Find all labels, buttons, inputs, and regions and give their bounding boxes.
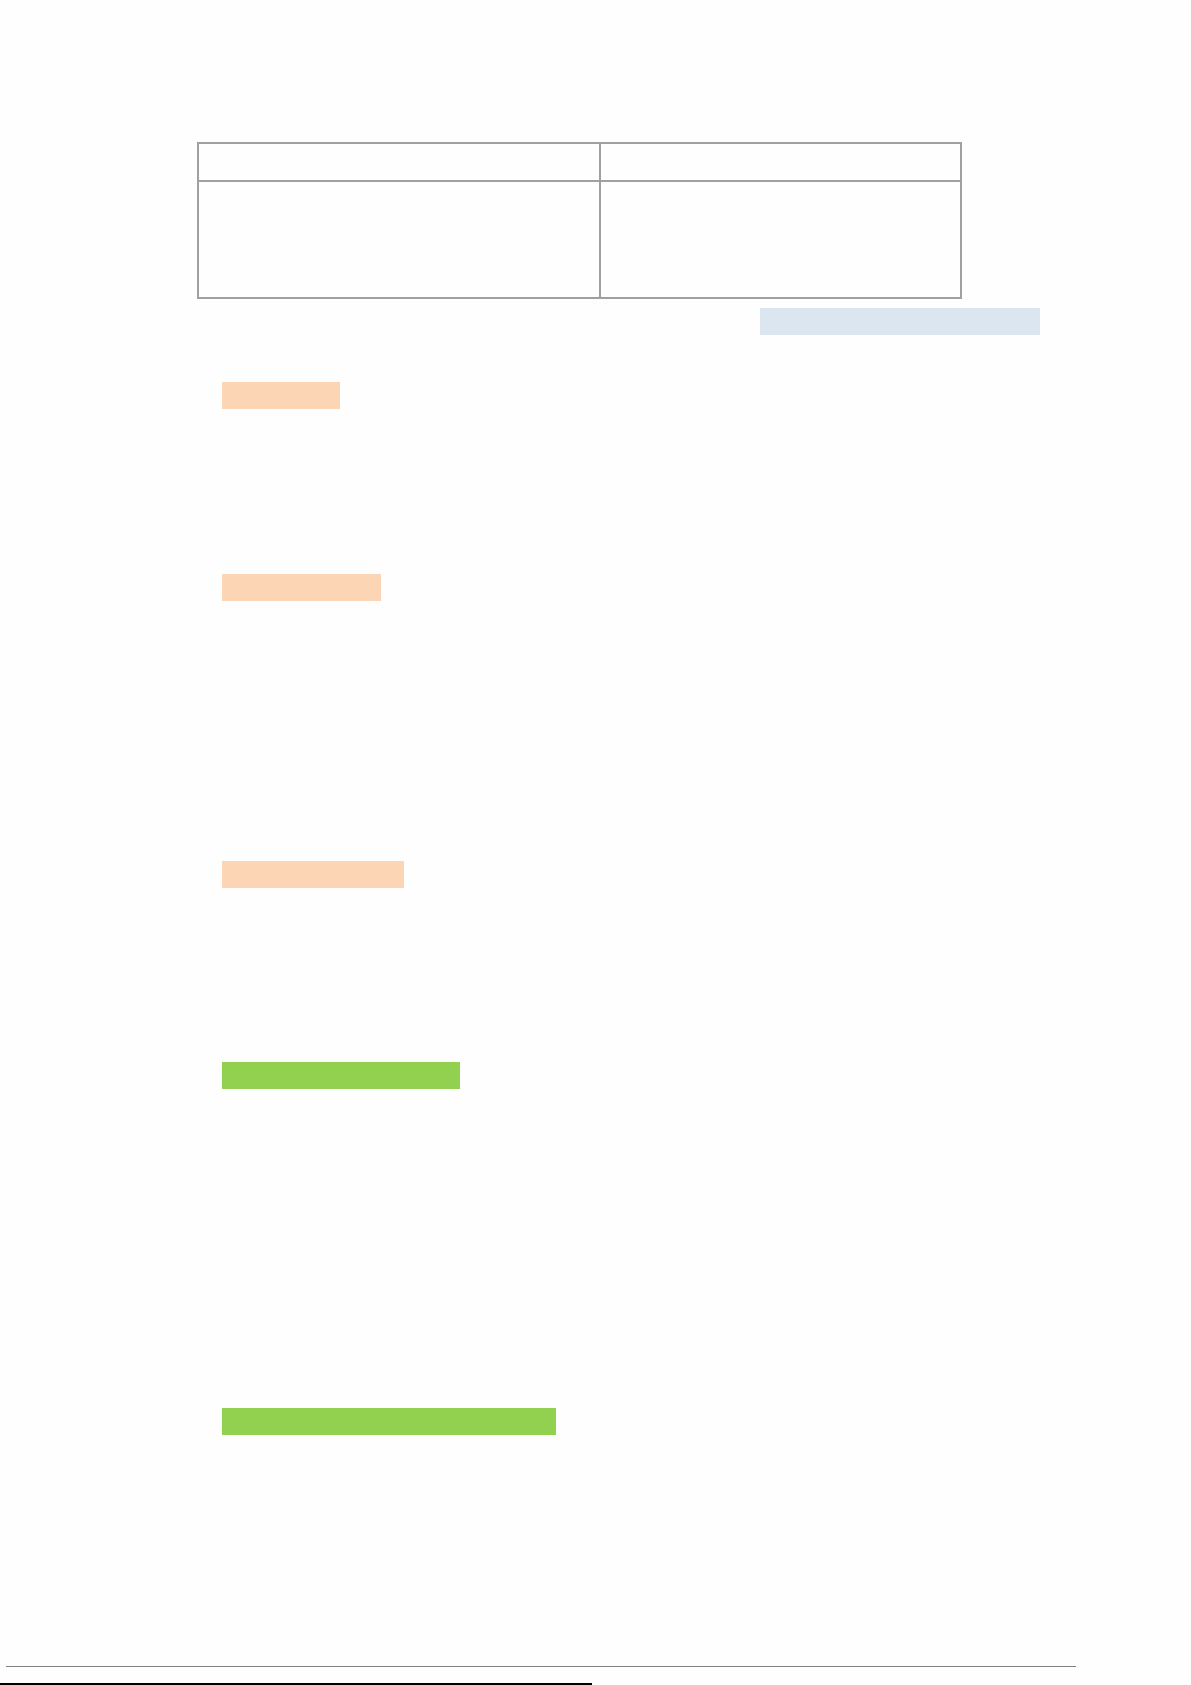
orange-highlight-block <box>222 574 381 601</box>
footer-rule <box>6 1666 1076 1667</box>
green-highlight-block <box>222 1062 460 1089</box>
table-row-divider <box>199 180 960 182</box>
blue-highlight-block <box>760 308 1040 335</box>
footnote-separator <box>0 1683 592 1685</box>
empty-table <box>197 142 962 299</box>
orange-highlight-block <box>222 382 340 409</box>
green-highlight-block <box>222 1408 556 1435</box>
table-column-divider <box>599 144 601 297</box>
orange-highlight-block <box>222 861 404 888</box>
